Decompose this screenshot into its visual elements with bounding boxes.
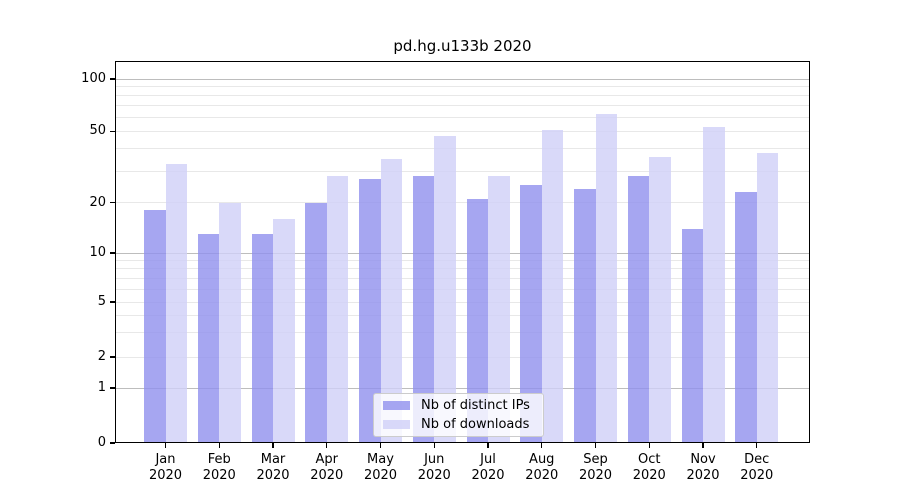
bar-downloads-sep [595, 113, 617, 443]
x-tick-label-oct: Oct 2020 [632, 452, 666, 483]
y-tick-label-100: 100 [81, 71, 106, 86]
x-tick-label-apr: Apr 2020 [310, 452, 344, 483]
major-gridline-y-1 [115, 387, 810, 389]
x-tick-dec [756, 443, 758, 448]
bar-downloads-aug [541, 129, 564, 443]
bar-ips-may [359, 179, 381, 443]
minor-gridline-y-90 [115, 86, 810, 88]
minor-gridline-y-3 [115, 332, 810, 334]
minor-gridline-y-60 [115, 117, 810, 119]
bar-ips-feb [197, 233, 220, 443]
bar-ips-jul [466, 198, 488, 443]
x-tick-jul [487, 443, 489, 448]
plot-area [115, 61, 810, 443]
y-tick-2 [110, 356, 115, 358]
bar-ips-jan [144, 210, 166, 443]
minor-gridline-y-40 [115, 148, 810, 150]
x-tick-sep [594, 443, 597, 448]
x-tick-jun [433, 443, 435, 448]
x-tick-mar [272, 443, 274, 448]
minor-gridline-y-9 [115, 259, 810, 261]
bar-ips-mar [251, 233, 273, 443]
legend-label-distinct-ips: Nb of distinct IPs [421, 398, 530, 413]
x-tick-feb [218, 443, 220, 448]
y-tick-10 [110, 252, 115, 254]
y-tick-20 [110, 202, 115, 204]
minor-gridline-y-70 [115, 105, 810, 107]
y-tick-label-50: 50 [89, 123, 106, 139]
y-tick-100 [110, 78, 115, 80]
x-tick-label-feb: Feb 2020 [202, 452, 236, 483]
y-tick-label-10: 10 [89, 245, 106, 260]
x-tick-may [379, 443, 382, 448]
chart-title: pd.hg.u133b 2020 [393, 37, 532, 55]
minor-gridline-y-7 [115, 277, 810, 279]
x-tick-label-aug: Aug 2020 [525, 452, 559, 483]
minor-gridline-y-80 [115, 95, 810, 97]
bar-downloads-dec [756, 152, 779, 443]
minor-gridline-y-6 [115, 288, 810, 290]
y-tick-label-5: 5 [97, 294, 106, 309]
bar-ips-jun [412, 176, 435, 443]
bar-downloads-apr [326, 176, 349, 443]
bar-ips-dec [735, 191, 757, 443]
bar-downloads-mar [273, 218, 295, 443]
minor-gridline-y-30 [115, 170, 810, 172]
x-tick-nov [702, 443, 704, 448]
x-tick-label-jan: Jan 2020 [148, 452, 183, 483]
x-tick-label-jul: Jul 2020 [471, 452, 505, 483]
minor-gridline-y-4 [115, 314, 810, 316]
y-tick-label-1: 1 [97, 380, 106, 395]
y-tick-5 [110, 301, 115, 303]
x-tick-label-sep: Sep 2020 [578, 452, 613, 483]
bar-ips-nov [681, 228, 703, 443]
minor-gridline-y-5 [115, 301, 810, 303]
minor-gridline-y-8 [115, 268, 810, 270]
legend-label-downloads: Nb of downloads [421, 417, 530, 432]
x-tick-jan [164, 443, 167, 448]
x-tick-label-jun: Jun 2020 [417, 452, 451, 483]
x-tick-label-dec: Dec 2020 [740, 452, 774, 483]
bar-downloads-jul [488, 176, 510, 443]
minor-gridline-y-20 [115, 202, 810, 204]
legend-swatch-downloads [383, 420, 410, 429]
y-tick-0 [110, 442, 115, 444]
x-tick-label-may: May 2020 [363, 452, 398, 483]
bar-downloads-jun [434, 136, 456, 443]
minor-gridline-y-50 [115, 130, 810, 132]
bar-downloads-oct [649, 156, 671, 443]
legend: Nb of distinct IPs Nb of downloads [373, 393, 544, 437]
bar-ips-aug [520, 185, 542, 443]
x-tick-label-nov: Nov 2020 [686, 452, 720, 483]
bar-downloads-may [380, 159, 402, 443]
x-tick-aug [541, 443, 543, 448]
y-tick-50 [110, 130, 115, 132]
major-gridline-y-100 [115, 78, 810, 80]
bar-ips-oct [627, 176, 650, 443]
y-tick-label-2: 2 [97, 349, 106, 364]
y-tick-1 [110, 387, 115, 389]
bar-ips-apr [305, 202, 327, 443]
bar-downloads-feb [219, 202, 241, 443]
major-gridline-y-10 [115, 252, 810, 254]
x-tick-apr [326, 443, 328, 448]
bar-downloads-jan [165, 163, 187, 443]
y-tick-label-20: 20 [89, 194, 106, 210]
legend-item-distinct-ips: Nb of distinct IPs [383, 398, 534, 413]
minor-gridline-y-2 [115, 356, 810, 358]
x-tick-oct [648, 443, 650, 448]
y-tick-label-0: 0 [97, 435, 106, 450]
x-tick-label-mar: Mar 2020 [256, 452, 290, 483]
bar-ips-sep [574, 188, 596, 443]
bar-downloads-nov [703, 126, 725, 443]
legend-swatch-distinct-ips [383, 401, 410, 410]
legend-item-downloads: Nb of downloads [383, 417, 534, 432]
